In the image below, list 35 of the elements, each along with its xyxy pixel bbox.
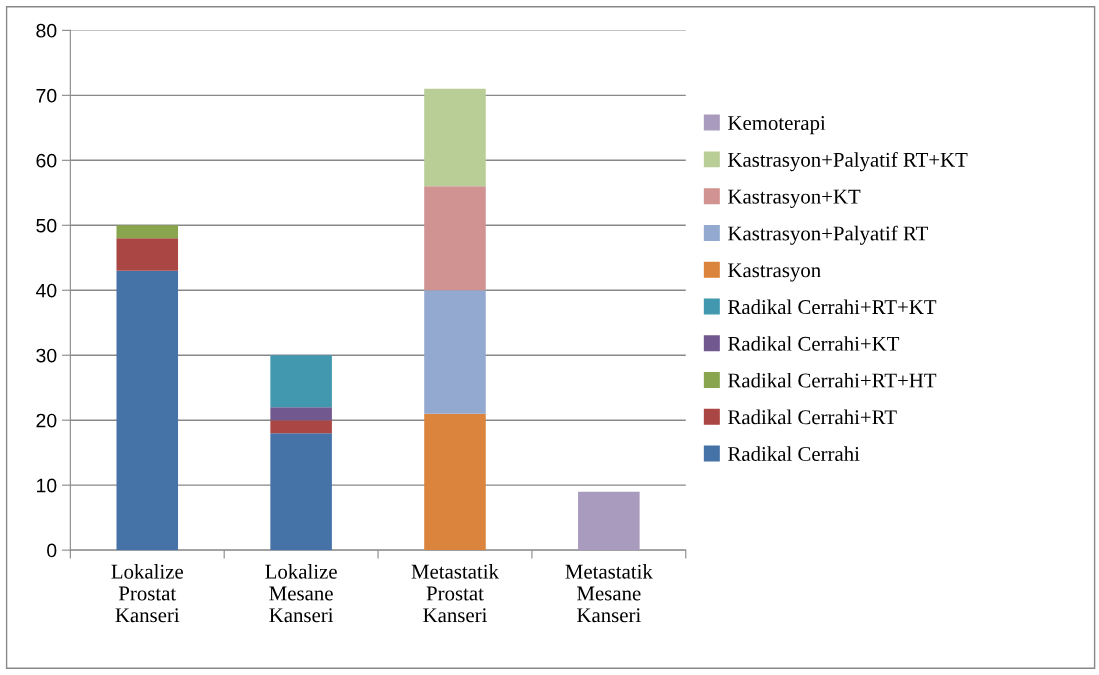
y-tick-label: 50 <box>36 218 57 233</box>
x-tick-label: Lokalize Prostat Kanseri <box>111 564 183 623</box>
y-tick-label: 10 <box>37 478 57 493</box>
x-tick-label: Lokalize Mesane Kanseri <box>265 564 337 623</box>
bar <box>578 491 640 551</box>
legend-label: Kastrasyon <box>728 263 821 282</box>
x-tick-label: Metastatik Mesane Kanseri <box>565 564 653 623</box>
bar <box>424 413 486 551</box>
bar <box>270 420 332 434</box>
legend-label: Radikal Cerrahi+KT <box>728 336 900 351</box>
y-tick-label: 60 <box>36 153 57 168</box>
x-tick-label: Metastatik Prostat Kanseri <box>411 564 499 623</box>
y-tick-label: 30 <box>36 348 57 363</box>
y-tick-label: 0 <box>47 543 57 558</box>
legend-label: Radikal Cerrahi+RT+KT <box>728 299 937 315</box>
legend-label: Radikal Cerrahi+RT <box>728 409 897 425</box>
y-tick-label: 70 <box>36 88 57 103</box>
legend-label: Kastrasyon+Palyatif RT <box>728 225 928 245</box>
bar <box>270 407 332 421</box>
y-tick-label: 80 <box>36 23 57 38</box>
bar <box>270 355 332 408</box>
bar <box>424 290 486 414</box>
y-tick-label: 40 <box>35 283 57 298</box>
bar <box>116 225 179 239</box>
legend-label: Kemoterapi <box>728 116 826 135</box>
bar <box>116 270 179 551</box>
legend-label: Kastrasyon+KT <box>728 189 861 208</box>
legend-label: Radikal Cerrahi+RT+HT <box>728 372 937 388</box>
legend-label: Kastrasyon+Palyatif RT+KT <box>728 151 968 172</box>
bar <box>424 186 486 291</box>
bar <box>270 433 332 551</box>
y-tick-label: 20 <box>36 413 57 428</box>
bar <box>424 88 486 187</box>
legend-label: Radikal Cerrahi <box>728 446 860 462</box>
bar <box>116 238 179 271</box>
